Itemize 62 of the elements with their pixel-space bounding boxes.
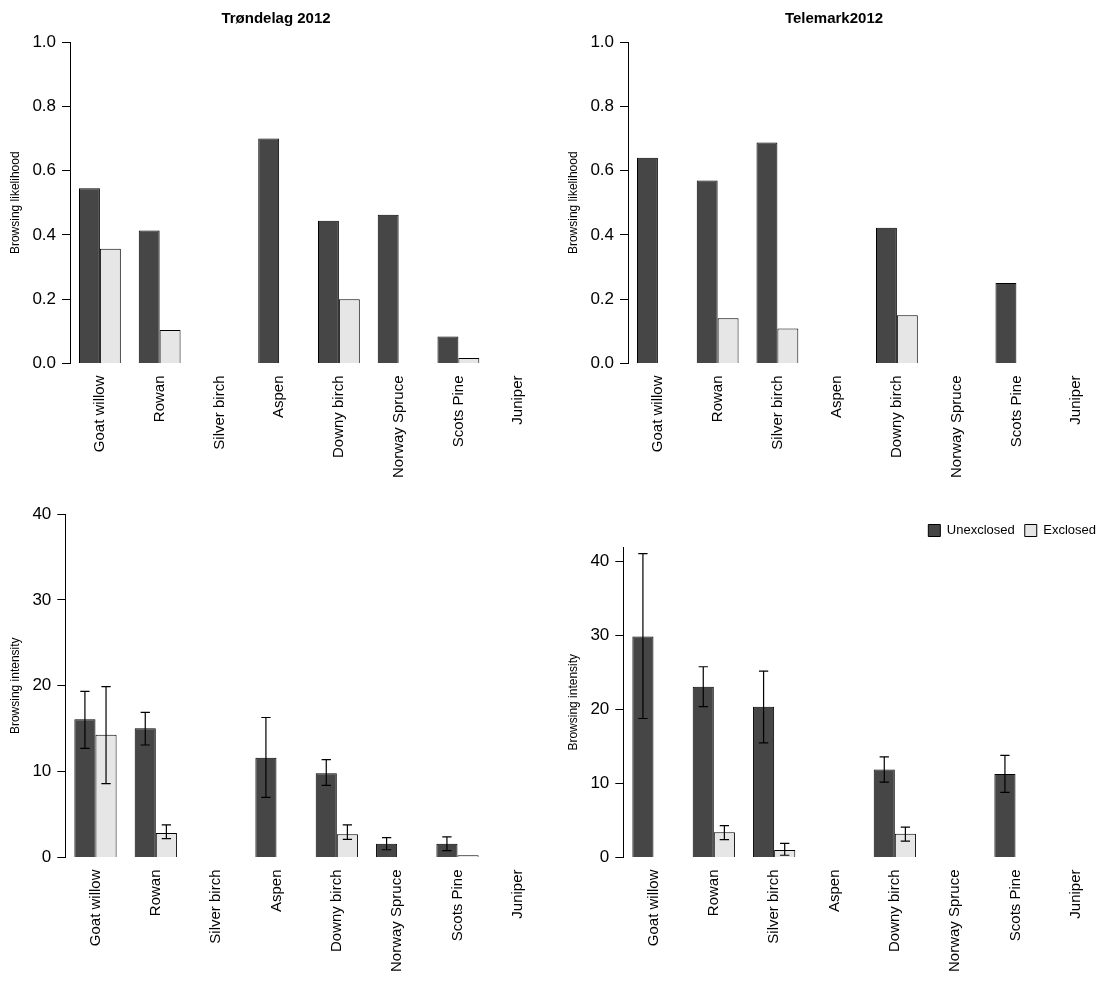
x-tick-label: Scots Pine [448,375,466,448]
x-tick-label: Rowan [145,869,163,917]
x-tick-label: Goat willow [648,375,666,453]
x-tick-label: Juniper [1066,375,1084,425]
y-axis-title: Browsing intensity [7,637,22,735]
x-tick-label: Downy birch [329,375,347,458]
x-tick-label: Aspen [827,375,845,419]
x-tick-label: Downy birch [884,869,902,952]
x-tick-label: Silver birch [767,375,785,450]
chart-title: Trøndelag 2012 [221,9,331,27]
x-tick-label: Rowan [707,375,725,423]
y-tick-label: 30 [590,625,610,645]
y-axis-title: Browsing likelihood [565,151,580,255]
y-tick-label: 20 [590,699,610,719]
y-tick-label: 1.0 [590,31,615,51]
y-tick-label: 20 [32,675,52,695]
y-tick-label: 0.8 [32,95,57,115]
y-tick-label: 0.0 [590,353,615,373]
x-tick-label: Goat willow [90,375,108,453]
x-tick-label: Scots Pine [1005,869,1023,942]
x-tick-label: Silver birch [206,869,224,944]
chart-title: Telemark2012 [784,9,884,27]
y-axis-title: Browsing intensity [565,653,580,751]
x-tick-label: Goat willow [85,869,103,947]
legend-label: Unexclosed [946,522,1015,538]
x-tick-label: Rowan [149,375,167,423]
y-tick-label: 0.6 [590,160,615,180]
y-tick-label: 0.0 [32,353,57,373]
x-tick-label: Silver birch [209,375,227,450]
y-tick-label: 30 [32,589,52,609]
y-tick-label: 0.2 [32,288,57,308]
y-tick-label: 0 [41,847,52,867]
x-tick-label: Silver birch [764,869,782,944]
y-tick-label: 10 [590,773,610,793]
x-tick-label: Aspen [266,869,284,913]
y-tick-label: 1.0 [32,31,57,51]
y-tick-label: 0.6 [32,160,57,180]
x-tick-label: Scots Pine [1006,375,1024,448]
x-tick-label: Norway Spruce [946,375,964,479]
y-tick-label: 40 [32,503,52,523]
y-tick-label: 0 [599,847,610,867]
y-tick-label: 10 [32,761,52,781]
y-tick-label: 0.8 [590,95,615,115]
x-tick-label: Juniper [1065,869,1083,919]
x-tick-label: Norway Spruce [387,869,405,973]
x-tick-label: Aspen [269,375,287,419]
x-tick-label: Norway Spruce [388,375,406,479]
x-tick-label: Juniper [507,869,525,919]
x-tick-label: Downy birch [326,869,344,952]
x-tick-label: Juniper [508,375,526,425]
x-tick-label: Scots Pine [447,869,465,942]
y-tick-label: 0.4 [590,224,615,244]
y-tick-label: 0.2 [590,288,615,308]
x-tick-label: Goat willow [643,869,661,947]
x-tick-label: Downy birch [887,375,905,458]
y-tick-label: 0.4 [32,224,57,244]
x-tick-label: Norway Spruce [945,869,963,973]
x-tick-label: Aspen [824,869,842,913]
x-tick-label: Rowan [703,869,721,917]
legend-label: Exclosed [1043,522,1096,538]
y-axis-title: Browsing likelihood [7,151,22,255]
y-tick-label: 40 [590,551,610,571]
